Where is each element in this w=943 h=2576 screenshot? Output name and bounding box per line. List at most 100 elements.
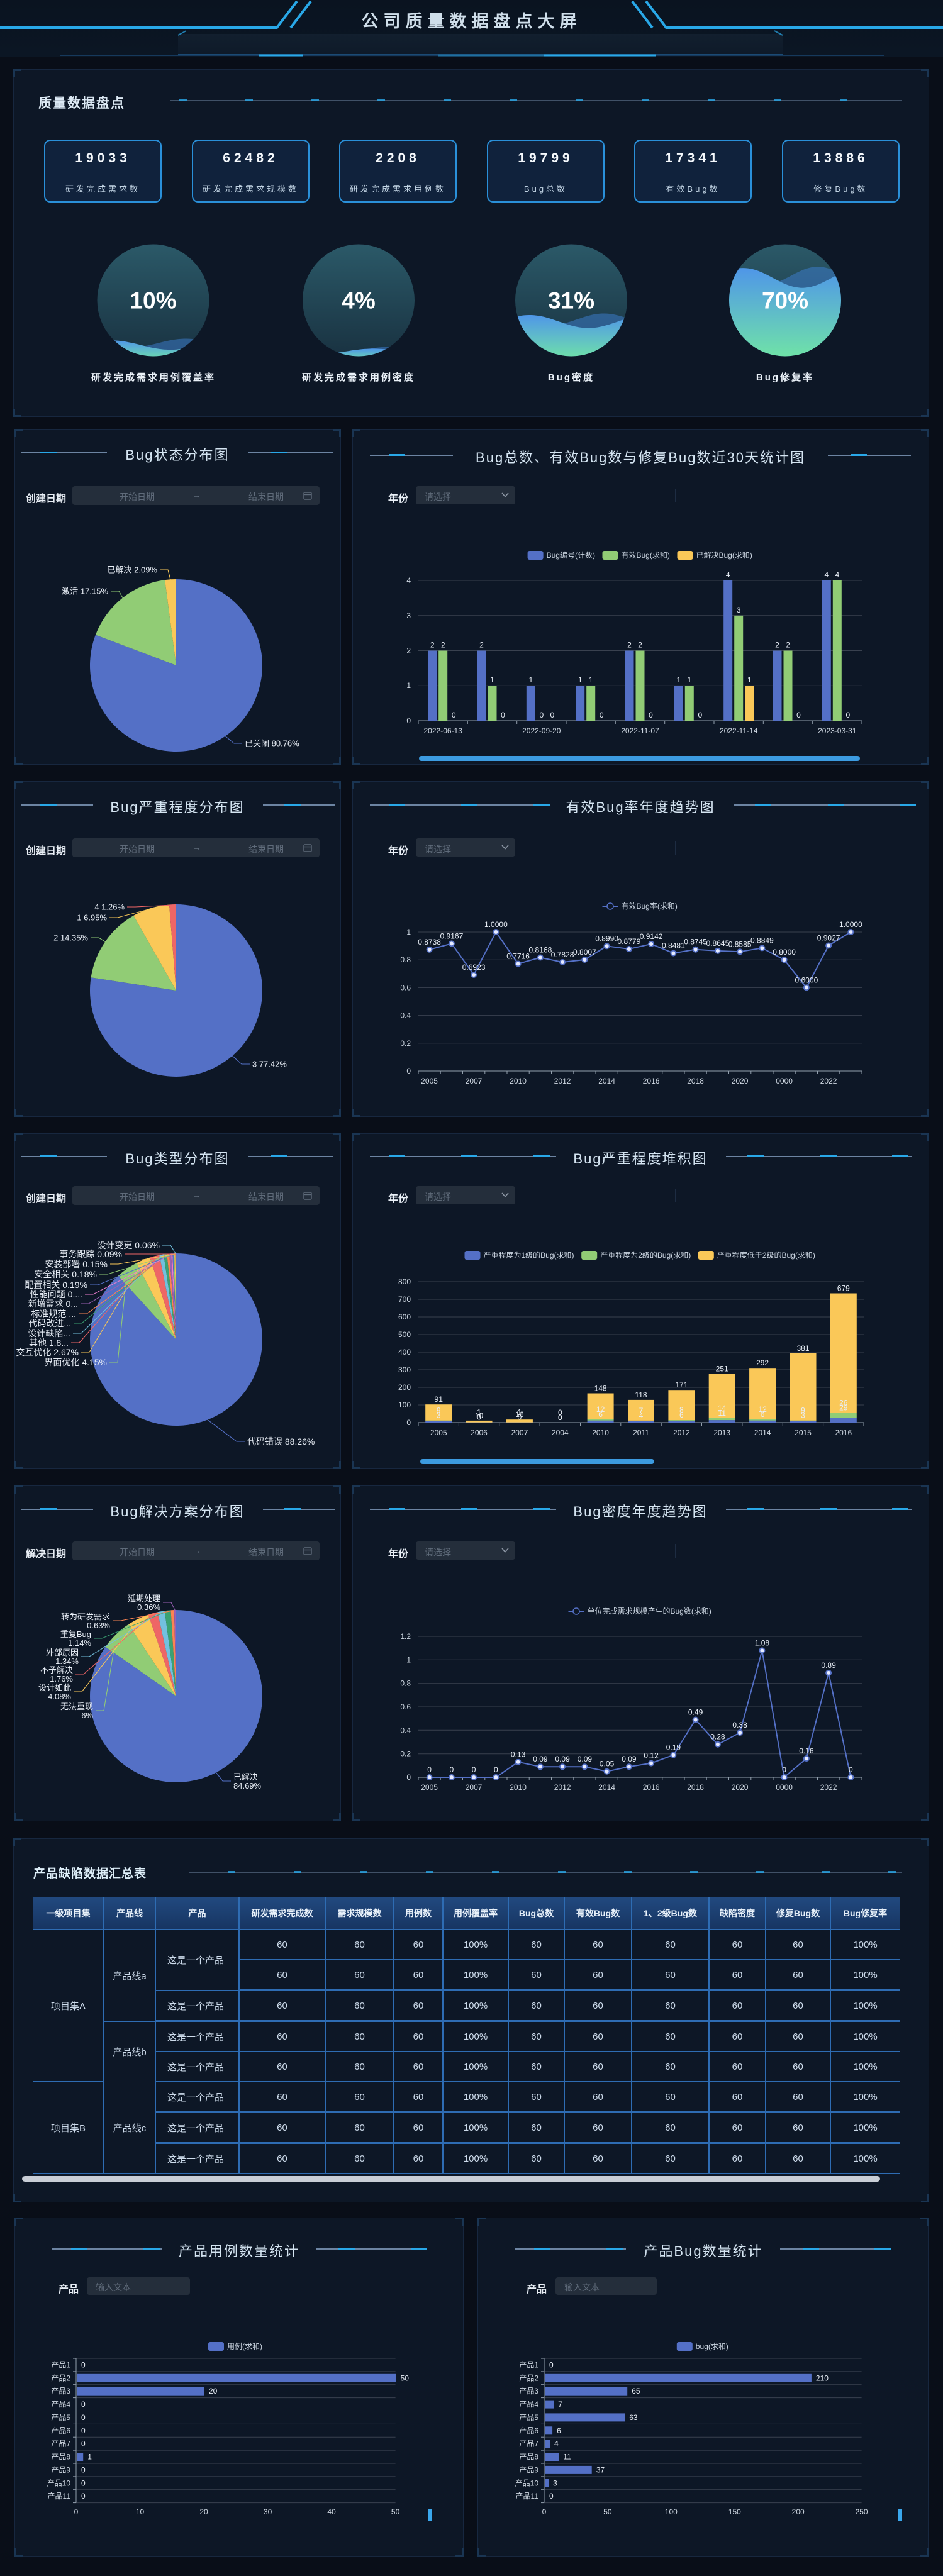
svg-text:2: 2 — [638, 641, 642, 650]
svg-text:产品2: 产品2 — [51, 2373, 70, 2382]
svg-text:9: 9 — [801, 1406, 805, 1415]
svg-text:0.09: 0.09 — [622, 1755, 637, 1763]
svg-text:产品7: 产品7 — [519, 2440, 538, 2448]
svg-text:0.8: 0.8 — [400, 1679, 411, 1688]
svg-text:0.16: 0.16 — [799, 1746, 814, 1755]
svg-text:产品3: 产品3 — [51, 2387, 70, 2396]
svg-text:产品9: 产品9 — [519, 2465, 538, 2474]
svg-text:产品6: 产品6 — [51, 2426, 70, 2435]
svg-text:2020: 2020 — [732, 1783, 749, 1792]
svg-text:6%: 6% — [81, 1711, 93, 1720]
svg-text:2022-09-20: 2022-09-20 — [522, 726, 561, 735]
svg-text:0.8007: 0.8007 — [573, 948, 596, 957]
svg-text:产品8: 产品8 — [519, 2453, 538, 2462]
svg-text:16: 16 — [515, 1410, 524, 1419]
svg-text:3: 3 — [437, 1411, 441, 1420]
svg-text:转为研发需求: 转为研发需求 — [61, 1612, 110, 1621]
svg-text:1.34%: 1.34% — [55, 1657, 79, 1666]
svg-text:1: 1 — [477, 1408, 481, 1417]
svg-text:40: 40 — [327, 2507, 336, 2516]
svg-text:2022: 2022 — [820, 1783, 837, 1792]
svg-text:0: 0 — [406, 1773, 411, 1782]
svg-text:800: 800 — [398, 1277, 411, 1286]
svg-text:2023-03-31: 2023-03-31 — [818, 726, 857, 735]
svg-text:2014: 2014 — [598, 1783, 615, 1792]
svg-text:0: 0 — [600, 711, 604, 719]
svg-text:1: 1 — [406, 1655, 411, 1664]
svg-text:29: 29 — [839, 1404, 848, 1413]
svg-text:0: 0 — [649, 711, 653, 719]
svg-text:2022: 2022 — [820, 1077, 837, 1085]
svg-text:200: 200 — [792, 2507, 805, 2516]
svg-text:1.0000: 1.0000 — [839, 920, 862, 929]
svg-text:1.14%: 1.14% — [68, 1638, 91, 1648]
svg-text:0: 0 — [558, 1413, 562, 1422]
svg-text:7: 7 — [558, 2400, 562, 2409]
svg-text:0: 0 — [549, 2360, 554, 2369]
svg-text:148: 148 — [594, 1384, 607, 1393]
svg-text:0000: 0000 — [776, 1783, 793, 1792]
svg-text:0.7716: 0.7716 — [506, 952, 530, 961]
svg-text:设计如此: 设计如此 — [38, 1683, 71, 1692]
svg-text:0: 0 — [782, 1765, 786, 1774]
svg-text:4: 4 — [554, 2440, 559, 2448]
svg-text:1.08: 1.08 — [755, 1638, 770, 1647]
svg-text:严重程度低于2级的Bug(求和): 严重程度低于2级的Bug(求和) — [717, 1250, 815, 1260]
svg-text:10: 10 — [136, 2507, 145, 2516]
svg-text:2022-06-13: 2022-06-13 — [424, 726, 463, 735]
svg-text:1.0000: 1.0000 — [484, 920, 508, 929]
svg-text:产品4: 产品4 — [519, 2400, 538, 2409]
svg-text:679: 679 — [837, 1284, 850, 1293]
svg-text:0: 0 — [518, 1413, 522, 1422]
svg-text:事务跟踪 0.09%: 事务跟踪 0.09% — [59, 1249, 122, 1259]
svg-text:250: 250 — [856, 2507, 868, 2516]
svg-text:3: 3 — [553, 2479, 557, 2487]
svg-text:0: 0 — [81, 2465, 86, 2474]
svg-text:0.19: 0.19 — [666, 1743, 681, 1752]
svg-text:2: 2 — [430, 641, 435, 650]
svg-text:0.63%: 0.63% — [87, 1621, 110, 1630]
svg-text:0.12: 0.12 — [644, 1752, 659, 1760]
svg-text:已关闭 80.76%: 已关闭 80.76% — [245, 739, 299, 748]
svg-text:2005: 2005 — [421, 1077, 438, 1085]
svg-text:安装部署 0.15%: 安装部署 0.15% — [45, 1259, 108, 1269]
svg-text:4: 4 — [639, 1411, 644, 1420]
svg-text:20: 20 — [199, 2507, 208, 2516]
svg-text:2013: 2013 — [713, 1428, 730, 1437]
svg-text:产品4: 产品4 — [51, 2400, 70, 2409]
svg-text:4%: 4% — [342, 288, 375, 314]
svg-text:2012: 2012 — [554, 1077, 571, 1085]
svg-text:0.9027: 0.9027 — [817, 934, 840, 943]
svg-text:代码错误 88.26%: 代码错误 88.26% — [247, 1436, 315, 1446]
svg-text:4: 4 — [824, 570, 829, 579]
svg-text:代码改进...: 代码改进... — [28, 1318, 71, 1328]
svg-text:0.6: 0.6 — [400, 1702, 411, 1711]
svg-text:2007: 2007 — [466, 1077, 483, 1085]
svg-text:0.2: 0.2 — [400, 1750, 411, 1758]
svg-text:30: 30 — [264, 2507, 272, 2516]
svg-text:1: 1 — [528, 675, 533, 684]
svg-text:4: 4 — [835, 570, 839, 579]
svg-text:2010: 2010 — [510, 1783, 527, 1792]
svg-text:其他 1.8...: 其他 1.8... — [29, 1338, 69, 1348]
svg-text:600: 600 — [398, 1313, 411, 1321]
svg-text:1: 1 — [518, 1408, 522, 1417]
svg-text:3 77.42%: 3 77.42% — [252, 1060, 287, 1069]
svg-text:0.4: 0.4 — [400, 1726, 411, 1735]
svg-text:9: 9 — [437, 1406, 441, 1415]
svg-text:14: 14 — [718, 1404, 727, 1413]
svg-text:2014: 2014 — [598, 1077, 615, 1085]
svg-text:不予解决: 不予解决 — [40, 1665, 73, 1675]
svg-text:50: 50 — [603, 2507, 612, 2516]
svg-text:0: 0 — [406, 1067, 411, 1075]
svg-text:1: 1 — [687, 675, 691, 684]
svg-text:产品11: 产品11 — [48, 2492, 71, 2501]
svg-text:0: 0 — [698, 711, 702, 719]
svg-text:11: 11 — [563, 2453, 571, 2462]
svg-text:0: 0 — [406, 1418, 411, 1427]
svg-text:0.9167: 0.9167 — [440, 931, 464, 940]
svg-text:重复Bug: 重复Bug — [60, 1629, 91, 1639]
svg-text:2015: 2015 — [795, 1428, 812, 1437]
svg-text:2020: 2020 — [732, 1077, 749, 1085]
svg-text:0.8849: 0.8849 — [750, 936, 774, 945]
